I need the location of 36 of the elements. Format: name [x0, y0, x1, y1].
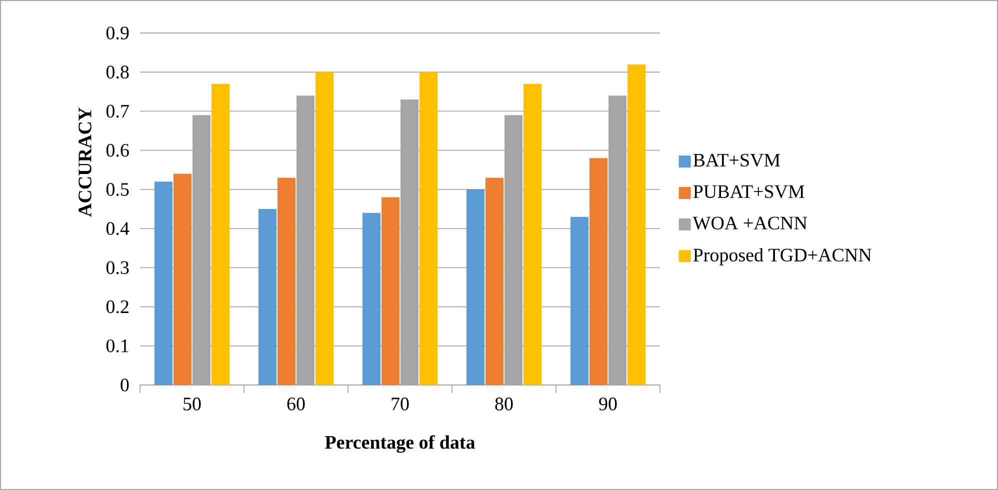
bar: [590, 158, 608, 385]
legend-label: Proposed TGD+ACNN: [693, 248, 872, 266]
x-tick-label: 90: [599, 398, 617, 410]
y-tick-label: 0.5: [106, 183, 129, 196]
bar: [362, 212, 380, 385]
y-tick-label: 0.1: [106, 339, 128, 352]
y-axis-title: ACCURACY: [78, 108, 92, 217]
bar: [258, 209, 277, 385]
y-tick-label: 0.3: [106, 261, 129, 274]
bar: [486, 178, 504, 385]
x-axis-title: Percentage of data: [325, 435, 475, 453]
bar: [628, 64, 646, 385]
bar: [174, 174, 192, 385]
bar: [420, 72, 438, 385]
bar: [278, 178, 296, 385]
bar: [524, 84, 542, 385]
y-tick-label: 0.8: [106, 66, 129, 79]
bar: [154, 182, 172, 385]
bar: [466, 189, 484, 385]
y-tick-label: 0.7: [106, 104, 129, 118]
legend-label: BAT+SVM: [693, 154, 780, 167]
legend-label: PUBAT+SVM: [693, 185, 804, 198]
x-tick-label: 60: [287, 398, 305, 410]
y-tick-label: 0.2: [106, 300, 128, 314]
x-tick-label: 80: [495, 398, 513, 410]
bar: [382, 197, 400, 385]
x-tick-label: 70: [392, 398, 409, 410]
legend-label: WOA +ACNN: [692, 216, 808, 230]
x-tick-label: 50: [184, 398, 201, 410]
y-tick-label: 0: [120, 378, 129, 392]
y-tick-label: 0.4: [106, 222, 130, 236]
y-tick-label: 0.9: [106, 26, 129, 40]
bar: [570, 216, 589, 385]
y-tick-label: 0.6: [106, 144, 129, 157]
bar: [212, 84, 230, 385]
bar: [316, 72, 334, 385]
